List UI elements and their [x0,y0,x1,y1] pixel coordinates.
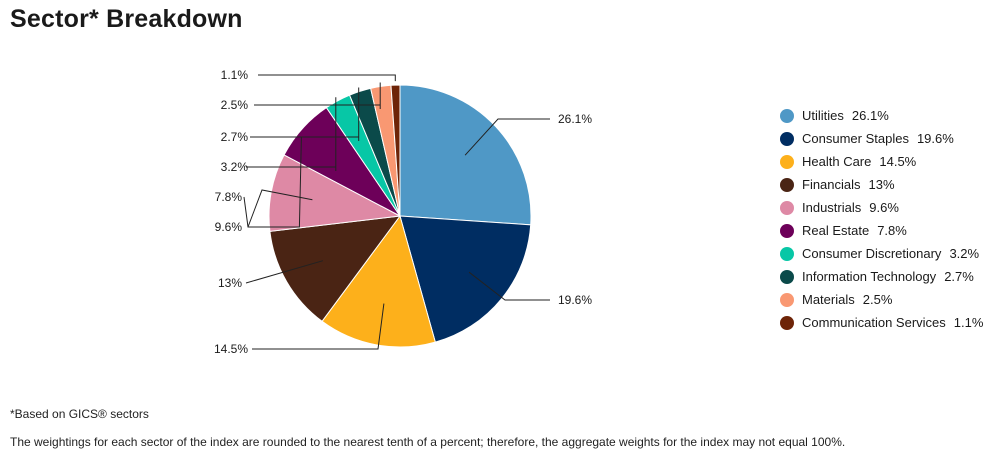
legend-item-industrials: Industrials 9.6% [780,196,983,219]
slice-data-label: 2.7% [221,130,249,144]
legend-value: 19.6% [916,131,954,146]
chart-title: Sector* Breakdown [10,5,243,33]
legend-value: 9.6% [869,200,899,215]
leader-line [245,260,324,284]
legend-item-consumer-discretionary: Consumer Discretionary 3.2% [780,242,983,265]
legend-swatch [780,154,794,169]
pie-slice-consumer-staples [399,215,532,343]
leader-line [243,137,302,228]
slice-data-label: 9.6% [215,220,243,234]
leader-line [258,74,396,82]
legend-value: 13% [868,177,895,192]
legend-value: 7.8% [877,223,907,238]
leader-line [468,271,550,301]
legend-value: 3.2% [949,246,980,261]
leader-line [246,97,337,171]
legend-item-utilities: Utilities 26.1% [780,104,983,127]
slice-data-label: 7.8% [215,190,243,204]
legend-label: Consumer Discretionary [802,246,942,261]
legend-label: Industrials [802,200,862,215]
legend-item-financials: Financials 13% [780,173,983,196]
slice-data-label: 2.5% [221,98,249,112]
legend-value: 2.7% [944,269,974,284]
legend-swatch [780,177,794,192]
legend-value: 26.1% [851,108,889,123]
slice-labels: 26.1% 19.6% 14.5% 13% 9.6% 7.8% 3.2% 2.7% 2.5% 1.… [214,68,592,356]
slice-data-label: 19.6% [558,293,592,307]
leader-line [464,118,550,156]
legend-label: Consumer Staples [802,131,909,146]
slice-data-label: 1.1% [221,68,249,82]
legend-label: Real Estate [802,223,870,238]
legend-item-communication-services: Communication Services 1.1% [780,311,983,334]
leader-line [254,82,381,109]
leader-line [252,303,385,350]
legend-swatch [780,246,794,261]
disclaimer: The weightings for each sector of the in… [10,435,846,449]
legend-swatch [780,223,794,238]
leader-line [247,189,313,228]
legend-swatch [780,131,794,146]
legend-label: Communication Services [802,315,946,330]
legend: Utilities 26.1% Consumer Staples 19.6% H… [780,104,983,334]
pie-slice-health-care [321,214,436,348]
legend-value: 14.5% [879,154,917,169]
slice-data-label: 26.1% [558,112,592,126]
legend-label: Health Care [802,154,872,169]
label-leader-lines [243,74,550,350]
slice-data-label: 14.5% [214,342,248,356]
legend-label: Financials [802,177,861,192]
legend-swatch [780,269,794,284]
legend-label: Utilities [802,108,844,123]
legend-value: 2.5% [862,292,893,307]
legend-label: Materials [802,292,855,307]
leader-line [250,87,360,141]
legend-item-consumer-staples: Consumer Staples 19.6% [780,127,983,150]
legend-value: 1.1% [953,315,984,330]
pie-slices [268,84,532,348]
legend-item-materials: Materials 2.5% [780,288,983,311]
legend-label: Information Technology [802,269,937,284]
legend-swatch [780,108,794,123]
footnote: *Based on GICS® sectors [10,407,149,421]
legend-swatch [780,200,794,215]
legend-item-health-care: Health Care 14.5% [780,150,983,173]
legend-swatch [780,292,794,307]
legend-item-real-estate: Real Estate 7.8% [780,219,983,242]
legend-swatch [780,315,794,330]
legend-item-information-technology: Information Technology 2.7% [780,265,983,288]
pie-slice-communication-services [390,84,401,217]
pie-slice-financials [269,215,402,323]
slice-data-label: 13% [218,276,242,290]
slice-data-label: 3.2% [221,160,249,174]
